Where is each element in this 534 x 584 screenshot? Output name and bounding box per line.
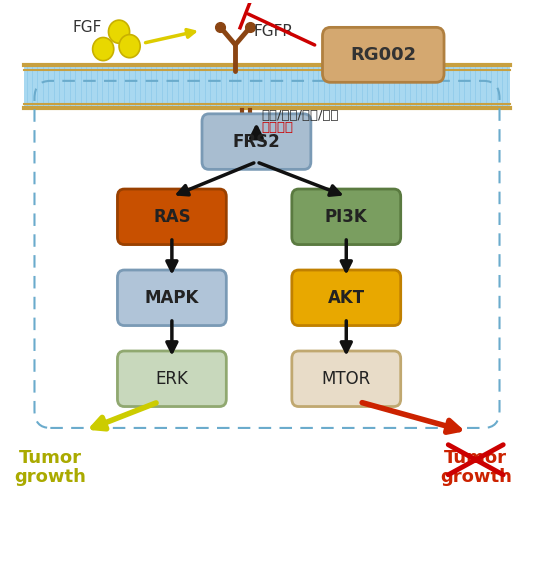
FancyBboxPatch shape [202,114,311,169]
Text: 耐药突变: 耐药突变 [262,121,294,134]
FancyBboxPatch shape [292,189,400,245]
FancyBboxPatch shape [117,189,226,245]
FancyBboxPatch shape [117,351,226,406]
Text: 融合/重排/突变/扩增: 融合/重排/突变/扩增 [262,109,339,123]
Text: Tumor: Tumor [444,449,507,467]
FancyBboxPatch shape [323,27,444,82]
Text: growth: growth [14,468,87,486]
Text: growth: growth [440,468,512,486]
Text: ERK: ERK [155,370,189,388]
Text: FGF: FGF [73,20,102,35]
FancyBboxPatch shape [117,270,226,325]
FancyBboxPatch shape [24,65,510,109]
Text: RAS: RAS [153,208,191,226]
FancyBboxPatch shape [292,351,400,406]
Text: MAPK: MAPK [145,288,199,307]
Circle shape [119,34,140,58]
Circle shape [108,20,130,43]
FancyBboxPatch shape [292,270,400,325]
Text: Tumor: Tumor [19,449,82,467]
Text: MTOR: MTOR [321,370,371,388]
Text: RG002: RG002 [350,46,417,64]
Text: FGFR: FGFR [254,25,294,40]
Text: PI3K: PI3K [325,208,367,226]
Text: AKT: AKT [328,288,365,307]
Text: FRS2: FRS2 [232,133,280,151]
Circle shape [92,37,114,61]
